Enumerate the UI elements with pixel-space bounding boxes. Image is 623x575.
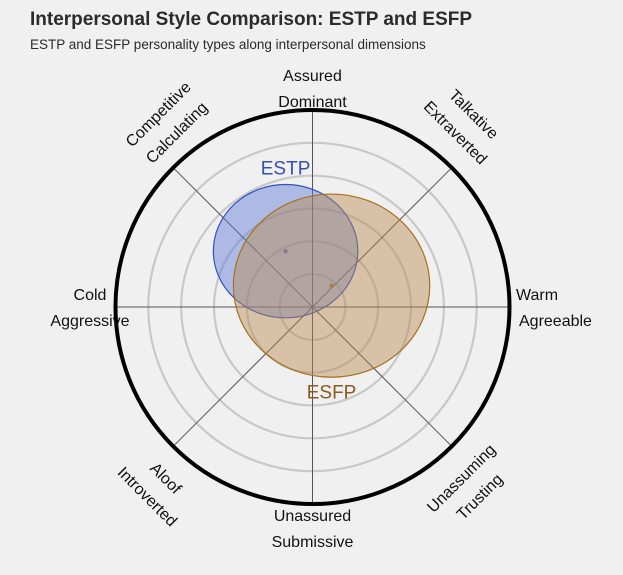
axis-label-top: Dominant [278,94,347,111]
axis-line [172,167,453,447]
axis-label-left: Cold [74,287,107,304]
chart-subtitle: ESTP and ESFP personality types along in… [30,37,426,52]
outer-circle [113,108,512,506]
series-label-esfp: ESFP [307,382,357,403]
series-label-estp: ESTP [261,159,311,180]
axis-label-right: Agreeable [519,313,592,330]
chart-title: Interpersonal Style Comparison: ESTP and… [30,9,473,30]
axis-label-top: Assured [283,68,342,85]
center-point-esfp [329,283,334,288]
axis-label-right: Warm [516,287,558,304]
axis-label-left: Aggressive [50,313,129,330]
center-point-estp [283,248,288,254]
axis-label-bottom: Submissive [272,534,354,551]
axis-label-bottom: Unassured [274,508,351,525]
